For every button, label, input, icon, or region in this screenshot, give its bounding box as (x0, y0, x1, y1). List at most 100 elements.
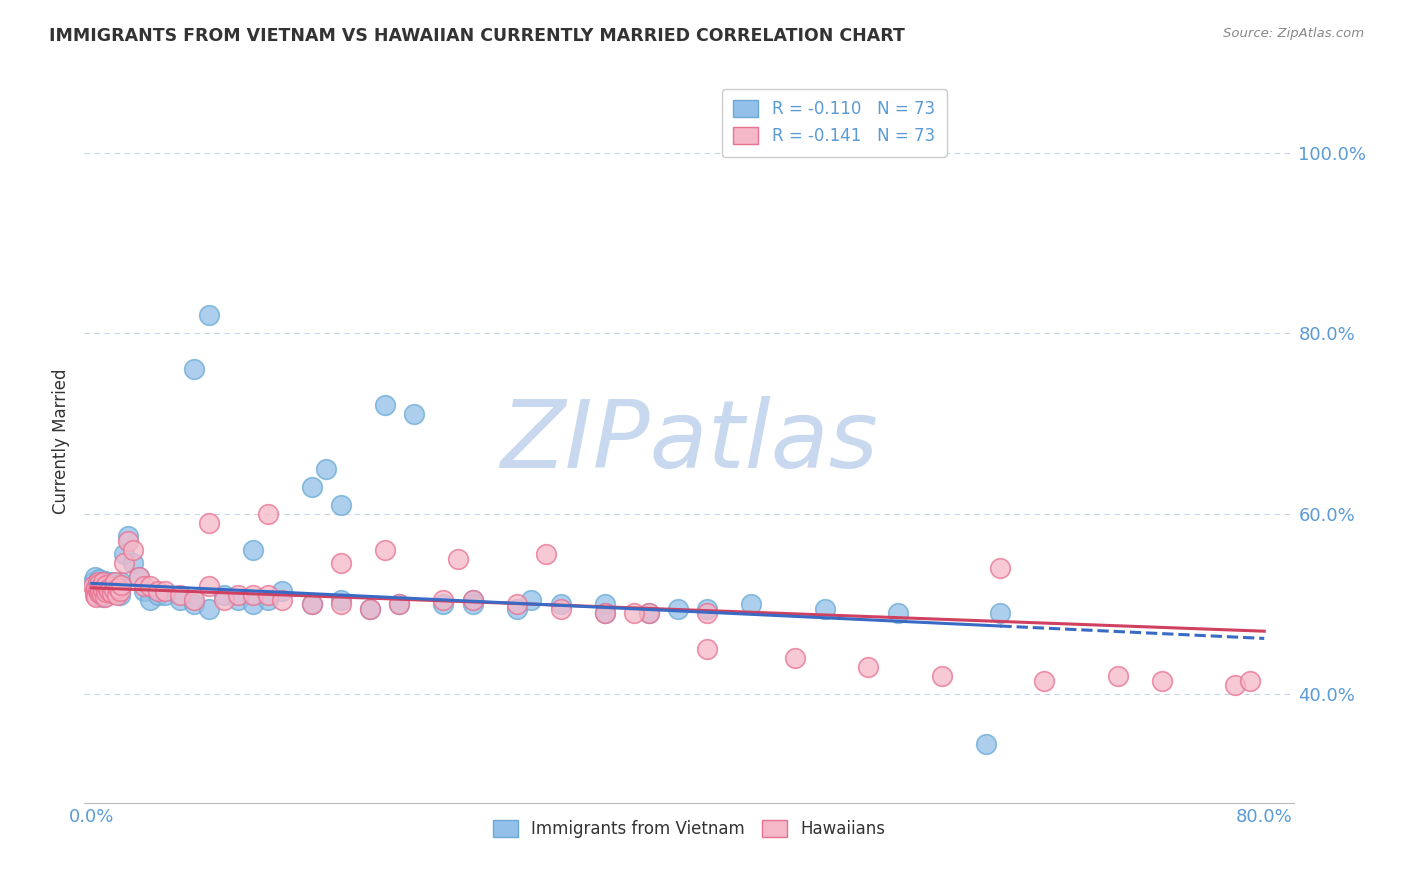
Point (256, 592, 278, 607)
Point (84, 581, 107, 595)
Point (83, 583, 105, 598)
Point (461, 592, 484, 607)
Y-axis label: Currently Married: Currently Married (52, 368, 70, 515)
Point (374, 542, 396, 557)
Point (271, 583, 294, 598)
Point (101, 586, 124, 600)
Text: Source: ZipAtlas.com: Source: ZipAtlas.com (1223, 27, 1364, 40)
Point (117, 533, 139, 548)
Point (1150, 673, 1173, 688)
Point (89, 582, 111, 597)
Point (520, 592, 543, 607)
Point (84, 583, 107, 598)
Point (96, 578, 118, 592)
Point (89, 575, 111, 590)
Point (1239, 673, 1261, 688)
Point (169, 588, 191, 602)
Point (91, 588, 114, 602)
Point (990, 606, 1012, 620)
Point (550, 597, 572, 611)
Point (86, 581, 108, 595)
Point (858, 660, 880, 674)
Point (98, 580, 121, 594)
Point (146, 583, 169, 598)
Point (301, 597, 323, 611)
Point (198, 601, 221, 615)
Point (226, 592, 249, 607)
Point (94, 590, 117, 604)
Point (107, 578, 129, 592)
Point (359, 601, 381, 615)
Point (256, 588, 278, 602)
Point (86, 577, 108, 591)
Point (121, 557, 143, 571)
Point (82, 574, 104, 589)
Point (83, 570, 105, 584)
Point (108, 588, 131, 602)
Point (1033, 673, 1056, 688)
Point (112, 557, 135, 571)
Point (96, 579, 118, 593)
Point (86, 575, 108, 590)
Point (169, 592, 191, 607)
Point (887, 606, 910, 620)
Point (301, 480, 323, 494)
Point (97, 582, 120, 596)
Point (388, 597, 411, 611)
Point (128, 570, 150, 584)
Point (93, 582, 115, 597)
Point (212, 592, 235, 607)
Point (696, 642, 718, 657)
Legend: Immigrants from Vietnam, Hawaiians: Immigrants from Vietnam, Hawaiians (486, 814, 891, 845)
Point (404, 408, 426, 422)
Point (104, 575, 127, 590)
Point (107, 581, 129, 595)
Point (637, 606, 659, 620)
Point (1223, 678, 1246, 692)
Point (87, 572, 110, 586)
Point (198, 579, 221, 593)
Point (93, 574, 115, 589)
Point (374, 398, 396, 412)
Point (226, 588, 249, 602)
Point (101, 575, 124, 590)
Point (98, 584, 121, 599)
Point (87, 577, 110, 591)
Point (94, 574, 117, 588)
Point (637, 606, 659, 620)
Point (534, 548, 557, 562)
Point (104, 581, 127, 595)
Point (108, 583, 131, 598)
Point (242, 542, 264, 557)
Point (740, 597, 762, 611)
Point (212, 588, 235, 602)
Point (301, 597, 323, 611)
Point (89, 581, 111, 595)
Point (103, 582, 125, 597)
Point (84, 590, 107, 604)
Text: IMMIGRANTS FROM VIETNAM VS HAWAIIAN CURRENTLY MARRIED CORRELATION CHART: IMMIGRANTS FROM VIETNAM VS HAWAIIAN CURR… (49, 27, 905, 45)
Point (128, 570, 150, 584)
Point (121, 542, 143, 557)
Point (183, 597, 205, 611)
Point (242, 597, 264, 611)
Point (447, 552, 470, 566)
Point (91, 580, 114, 594)
Point (112, 548, 135, 562)
Text: ZIPatlas: ZIPatlas (501, 396, 877, 487)
Point (813, 601, 835, 615)
Point (506, 601, 529, 615)
Point (96, 585, 118, 599)
Point (183, 592, 205, 607)
Point (134, 579, 156, 593)
Point (461, 592, 484, 607)
Point (550, 601, 572, 615)
Point (242, 588, 264, 602)
Point (593, 606, 616, 620)
Point (432, 592, 454, 607)
Point (785, 651, 807, 665)
Point (93, 590, 115, 604)
Point (97, 576, 120, 591)
Point (86, 582, 108, 597)
Point (198, 308, 221, 322)
